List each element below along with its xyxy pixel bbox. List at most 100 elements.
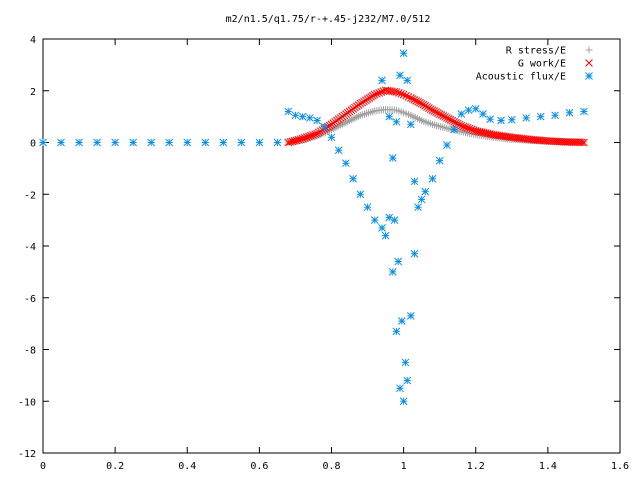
data-point-fill (423, 103, 431, 111)
x-tick-label: 1 (401, 461, 407, 472)
data-point-fill (465, 124, 474, 133)
data-point-fill (351, 114, 359, 122)
data-point (406, 312, 415, 320)
data-point-fill (377, 88, 386, 96)
data-point-fill (434, 109, 442, 117)
data-point (497, 116, 505, 125)
y-tick-label: -12 (18, 449, 36, 460)
x-tick-label: 0.2 (106, 461, 124, 472)
data-point-fill (402, 91, 410, 100)
data-point (306, 114, 314, 122)
y-tick-label: 2 (30, 87, 36, 98)
data-point-fill (448, 116, 457, 125)
chart-title: m2/n1.5/q1.75/r-+.45-j232/M7.0/512 (226, 14, 431, 25)
data-point-fill (410, 96, 419, 104)
data-point (479, 110, 487, 118)
data-point (406, 120, 415, 129)
data-point (399, 397, 408, 406)
data-point-fill (408, 95, 417, 103)
data-point (284, 107, 293, 116)
data-point (464, 106, 473, 115)
data-point (385, 112, 394, 121)
data-point-fill (459, 122, 468, 131)
data-point (378, 76, 386, 85)
data-point-fill (353, 113, 361, 121)
x-tick-label: 0 (40, 461, 46, 472)
data-point-fill (307, 131, 315, 140)
data-point-fill (450, 117, 458, 126)
data-point (381, 231, 390, 240)
legend-marker (585, 72, 593, 80)
legend-marker (585, 46, 593, 54)
data-point-fill (421, 101, 430, 110)
data-point (399, 90, 408, 99)
data-point-fill (426, 105, 435, 113)
series-2 (39, 49, 588, 406)
x-tick-label: 1.2 (467, 461, 485, 472)
legend: R stress/E G work/E Acoustic flux/E (476, 46, 593, 83)
data-point (111, 138, 119, 147)
x-tick-label: 0.6 (250, 461, 268, 472)
data-point-fill (355, 112, 363, 120)
data-point (165, 138, 174, 147)
data-point (414, 203, 422, 212)
legend-label: Acoustic flux/E (476, 72, 566, 83)
y-tick-label: -10 (18, 397, 36, 408)
x-tick-label: 1.6 (611, 461, 629, 472)
data-point-fill (309, 131, 317, 139)
y-tick-label: -8 (24, 346, 36, 357)
data-point (298, 112, 307, 121)
y-tick-label: -4 (24, 242, 36, 253)
data-point (313, 116, 321, 125)
data-point-fill (439, 112, 448, 120)
data-point (522, 114, 531, 122)
data-point (428, 106, 437, 115)
data-point-fill (346, 117, 354, 125)
data-point-fill (296, 135, 305, 144)
data-point (580, 107, 588, 116)
data-point (291, 111, 300, 120)
data-point (298, 134, 307, 143)
data-point (370, 90, 379, 99)
data-point-fill (578, 138, 586, 147)
data-point-fill (347, 116, 355, 124)
data-point (201, 138, 210, 147)
data-point (410, 249, 419, 258)
data-point-fill (412, 96, 421, 105)
data-point (580, 138, 588, 147)
data-point (327, 133, 336, 142)
data-point-fill (467, 125, 476, 134)
y-tick-label: -2 (24, 190, 36, 201)
data-point (75, 138, 83, 147)
x-tick-label: 1.4 (539, 461, 557, 472)
data-point-fill (425, 104, 433, 112)
legend-marker (585, 59, 593, 67)
data-point (342, 159, 350, 168)
x-tick-label: 0.4 (178, 461, 196, 472)
data-point-fill (394, 89, 403, 97)
data-point (565, 108, 574, 117)
data-point (388, 268, 397, 276)
data-point (401, 358, 410, 367)
data-point (390, 216, 399, 224)
legend-label: G work/E (518, 59, 566, 70)
data-point (334, 146, 343, 155)
data-point-fill (432, 108, 440, 116)
data-point (403, 376, 412, 385)
data-point (392, 117, 401, 126)
data-point-fill (311, 130, 319, 139)
data-point (273, 138, 282, 147)
data-point (392, 88, 401, 96)
data-point (219, 138, 228, 147)
data-point-fill (302, 133, 311, 141)
data-point-fill (373, 89, 381, 98)
series-layer (39, 49, 588, 406)
data-point (507, 115, 516, 124)
axis-ticks: 0 0.2 0.4 0.6 0.8 1 1.2 1.4 1.6 4 2 0 -2 -4 -6 -8 -10 -12 (18, 35, 629, 472)
data-point-fill (300, 134, 309, 142)
data-point (457, 121, 466, 130)
data-point-fill (375, 89, 383, 97)
x-tick-label: 0.8 (322, 461, 340, 472)
data-point-fill (463, 124, 472, 132)
data-point (435, 156, 444, 165)
